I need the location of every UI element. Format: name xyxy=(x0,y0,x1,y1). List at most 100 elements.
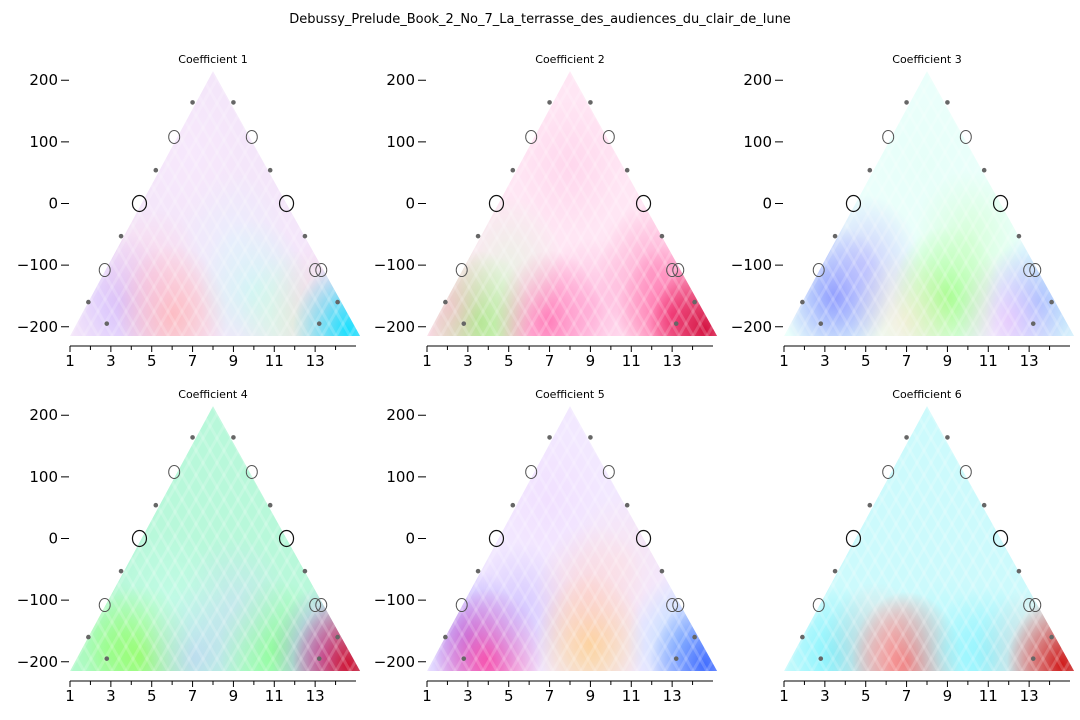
marker-dot xyxy=(231,435,236,440)
marker-dot xyxy=(547,435,552,440)
marker-dot xyxy=(818,321,824,326)
lattice-line xyxy=(635,71,718,336)
y-tick-label: −200 xyxy=(731,318,772,336)
marker-dot xyxy=(904,435,909,440)
marker-ring xyxy=(168,129,181,144)
marker-ring xyxy=(525,464,538,479)
marker-ring xyxy=(666,598,679,613)
subplot-title: Coefficient 6 xyxy=(892,388,961,401)
heatmap-blob xyxy=(1006,594,1075,671)
marker-ring xyxy=(168,464,181,479)
marker-dot xyxy=(659,233,665,239)
y-tick-label: −100 xyxy=(17,591,58,609)
x-tick-label: 5 xyxy=(861,687,871,705)
marker-dot xyxy=(475,568,481,574)
lattice-line xyxy=(1062,406,1075,671)
lattice-line xyxy=(439,71,603,336)
lattice-line xyxy=(545,406,709,671)
marker-dot xyxy=(673,321,679,326)
marker-dot xyxy=(302,233,308,239)
x-tick-label: 3 xyxy=(463,687,473,705)
marker-ring-major xyxy=(131,529,148,548)
x-tick-label: 9 xyxy=(943,352,953,370)
lattice-line xyxy=(531,71,695,336)
x-tick-label: 3 xyxy=(463,352,473,370)
y-tick-label: 200 xyxy=(29,71,58,89)
marker-dot xyxy=(588,100,593,105)
lattice-line xyxy=(427,406,499,671)
marker-dot xyxy=(231,100,236,105)
marker-ring xyxy=(315,598,328,613)
lattice-line xyxy=(427,71,527,336)
lattice-line xyxy=(796,71,960,336)
heatmap-surface xyxy=(0,56,361,336)
x-tick-label: 11 xyxy=(265,687,284,705)
x-tick-label: 1 xyxy=(422,687,432,705)
y-tick-label: 100 xyxy=(743,133,772,151)
x-tick-label: 7 xyxy=(902,687,912,705)
x-tick-label: 7 xyxy=(545,352,555,370)
marker-dot xyxy=(1016,568,1022,574)
marker-dot xyxy=(302,568,308,574)
y-tick-label: −100 xyxy=(17,256,58,274)
lattice-line xyxy=(0,56,14,336)
marker-dot xyxy=(904,100,909,105)
y-tick-label: 0 xyxy=(405,195,415,213)
marker-dot xyxy=(104,321,110,326)
lattice-line xyxy=(174,71,338,336)
marker-dot xyxy=(510,502,516,508)
x-tick-label: 1 xyxy=(422,352,432,370)
y-tick-label: −200 xyxy=(374,318,415,336)
heatmap-blob xyxy=(292,259,361,336)
lattice-line xyxy=(82,71,246,336)
marker-ring-major xyxy=(992,194,1009,213)
marker-ring xyxy=(525,129,538,144)
y-tick-label: 200 xyxy=(386,406,415,424)
subplot-title: Coefficient 5 xyxy=(535,388,604,401)
lattice-line xyxy=(1006,406,1075,671)
x-tick-label: 3 xyxy=(820,352,830,370)
marker-ring xyxy=(315,263,328,278)
marker-ring xyxy=(882,464,895,479)
y-tick-label: −200 xyxy=(17,318,58,336)
marker-ring-major xyxy=(992,529,1009,548)
marker-dot xyxy=(832,233,838,239)
lattice-line xyxy=(70,71,86,336)
marker-dot xyxy=(1030,321,1036,326)
x-tick-label: 5 xyxy=(861,352,871,370)
marker-ring-major xyxy=(635,529,652,548)
y-tick-label: −200 xyxy=(17,653,58,671)
y-tick-label: 200 xyxy=(29,406,58,424)
marker-ring xyxy=(455,598,468,613)
x-tick-label: 5 xyxy=(504,687,514,705)
marker-dot xyxy=(267,502,273,508)
x-tick-label: 11 xyxy=(622,687,641,705)
lattice-line xyxy=(649,71,718,336)
x-tick-label: 13 xyxy=(663,687,682,705)
x-tick-label: 9 xyxy=(586,687,596,705)
marker-dot xyxy=(818,656,824,661)
lattice-line xyxy=(70,406,78,671)
marker-dot xyxy=(981,167,987,173)
y-tick-label: −100 xyxy=(374,591,415,609)
lattice-line xyxy=(427,71,485,336)
marker-ring xyxy=(602,129,615,144)
x-tick-label: 5 xyxy=(504,352,514,370)
lattice-line xyxy=(70,406,92,671)
x-tick-label: 13 xyxy=(306,352,325,370)
lattice-line xyxy=(0,391,14,671)
x-tick-label: 9 xyxy=(586,352,596,370)
marker-ring xyxy=(666,263,679,278)
marker-dot xyxy=(316,321,322,326)
marker-dot xyxy=(443,634,448,640)
lattice-line xyxy=(531,406,695,671)
marker-dot xyxy=(547,100,552,105)
lattice-line xyxy=(427,406,527,671)
lattice-line xyxy=(1062,71,1075,336)
marker-ring-major xyxy=(488,529,505,548)
lattice-line xyxy=(70,71,92,336)
marker-ring-major xyxy=(635,194,652,213)
marker-ring-major xyxy=(278,529,295,548)
lattice-line xyxy=(0,391,28,671)
